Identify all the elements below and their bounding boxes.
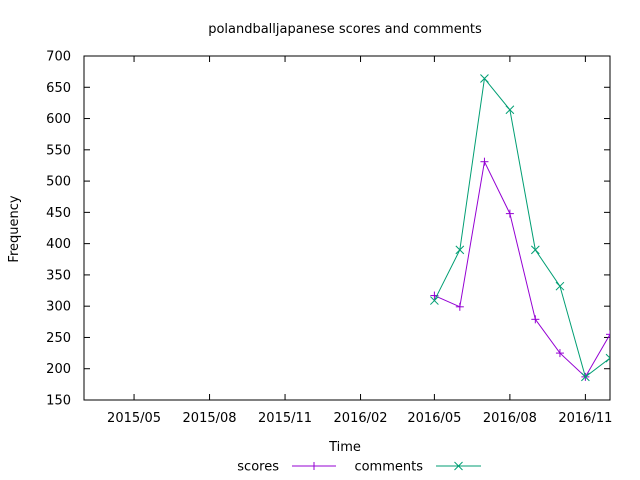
x-tick-label: 2016/11 (558, 411, 612, 426)
y-tick-label: 250 (46, 331, 71, 346)
y-tick-label: 650 (46, 81, 71, 96)
x-tick-label: 2015/08 (183, 411, 237, 426)
y-tick-label: 400 (46, 237, 71, 252)
y-tick-label: 500 (46, 175, 71, 190)
data-point-comments (581, 372, 590, 382)
legend: scores comments (237, 460, 481, 475)
x-tick-label: 2016/02 (334, 411, 388, 426)
data-point-comments (605, 353, 610, 363)
y-tick-label: 150 (46, 394, 71, 409)
legend-marker-comments (454, 461, 463, 471)
data-point-scores (606, 330, 610, 339)
legend-label-scores: scores (237, 460, 279, 475)
series-line-comments (433, 77, 610, 378)
y-axis-label: Frequency (7, 195, 22, 262)
data-point-comments (430, 296, 439, 305)
y-tick-label: 300 (46, 300, 71, 315)
series-scores (430, 157, 610, 381)
x-tick-label: 2015/11 (258, 411, 312, 426)
data-point-comments (505, 105, 515, 115)
data-point-scores (480, 157, 489, 166)
data-point-scores (505, 209, 514, 218)
x-tick-label: 2016/05 (407, 411, 461, 426)
y-tick-label: 600 (46, 112, 71, 127)
series-layer (430, 74, 610, 382)
y-tick-label: 550 (46, 143, 71, 158)
y-tick-label: 200 (46, 362, 71, 377)
y-tick-label: 700 (46, 50, 71, 65)
series-line-scores (434, 160, 610, 378)
data-point-comments (555, 281, 565, 291)
x-axis: 2015/05 2015/08 2015/11 2016/02 2016/05 2016/… (107, 56, 612, 426)
series-comments (430, 74, 610, 382)
data-point-scores (531, 315, 540, 324)
legend-label-comments: comments (354, 460, 423, 475)
y-tick-label: 350 (46, 268, 71, 283)
plot-area-frame (83, 55, 611, 401)
data-point-comments (455, 245, 465, 255)
legend-marker-scores (310, 462, 318, 470)
y-axis: 150 200 250 300 350 400 450 500 550 600 650 700 (46, 50, 610, 409)
x-tick-label: 2016/08 (483, 411, 537, 426)
x-tick-label: 2015/05 (107, 411, 161, 426)
x-axis-label: Time (328, 440, 361, 455)
data-point-comments (480, 74, 489, 83)
chart-title: polandballjapanese scores and comments (208, 22, 482, 37)
y-tick-label: 450 (46, 206, 71, 221)
data-point-comments (530, 245, 540, 255)
data-point-scores (455, 302, 464, 311)
data-point-scores (555, 349, 564, 358)
